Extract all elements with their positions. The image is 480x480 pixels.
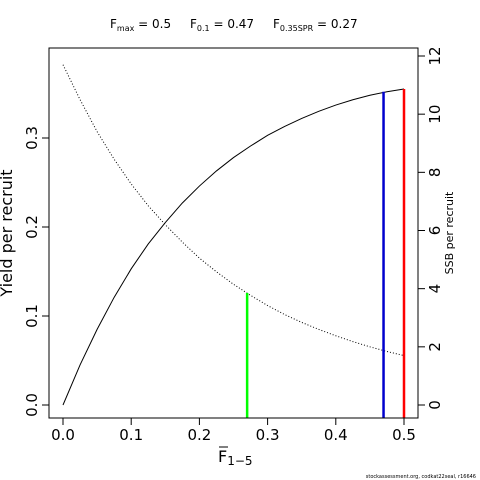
chart-header: Fmax = 0.5 F0.1 = 0.47 F0.35SPR = 0.27 [110, 17, 358, 33]
svg-text:F1−5: F1−5 [218, 447, 253, 468]
x-axis-label-main: F [218, 447, 227, 466]
header-f01: F0.1 = 0.47 [190, 17, 254, 33]
x-tick-label: 0.5 [392, 426, 416, 444]
yield-per-recruit-curve [62, 88, 405, 406]
y-tick-label: 0.2 [23, 215, 41, 239]
x-tick-label: 0.3 [256, 426, 280, 444]
y2-axis-label: SSB per recruit [443, 191, 456, 274]
y2-tick-label: 10 [426, 105, 444, 124]
y-tick-label: 0.0 [23, 393, 41, 417]
y-tick-label: 0.1 [23, 304, 41, 328]
y-tick-label: 0.3 [23, 126, 41, 150]
y2-tick-label: 12 [426, 46, 444, 65]
y-axis-label: Yield per recruit [0, 169, 16, 297]
header-fmax: Fmax = 0.5 [110, 17, 171, 33]
x-axis-label-sub: 1−5 [227, 454, 252, 468]
x-tick-label: 0.4 [324, 426, 348, 444]
x-tick-label: 0.1 [119, 426, 143, 444]
y2-tick-label: 2 [426, 342, 444, 352]
x-tick-label: 0.0 [51, 426, 75, 444]
y2-tick-label: 8 [426, 168, 444, 178]
y2-tick-label: 0 [426, 400, 444, 410]
ssb-per-recruit-curve [62, 64, 405, 357]
y2-tick-label: 4 [426, 284, 444, 294]
x-axis-label: F1−5 [218, 446, 253, 468]
footer-credit: stockassessment.org, codkat22seal, r1664… [366, 474, 476, 480]
y2-tick-label: 6 [426, 226, 444, 236]
plot-area [62, 64, 406, 418]
x-tick-label: 0.2 [187, 426, 211, 444]
plot-frame [48, 47, 419, 419]
header-f035spr: F0.35SPR = 0.27 [273, 17, 358, 33]
